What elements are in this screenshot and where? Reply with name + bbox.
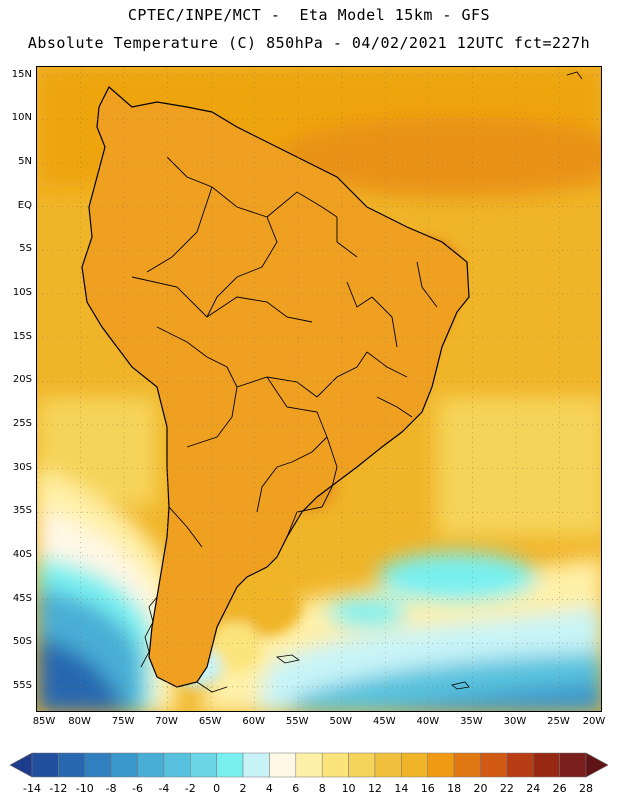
latitude-tick-label: 5S xyxy=(19,243,32,255)
latitude-tick-label: 20S xyxy=(12,374,32,386)
latitude-tick-label: 15S xyxy=(12,330,32,342)
country-borders xyxy=(131,156,438,548)
longitude-tick-label: 70W xyxy=(155,716,178,727)
colorbar-tick-label: 14 xyxy=(394,782,409,795)
colorbar-segment xyxy=(190,752,217,778)
colorbar-segment xyxy=(58,752,86,778)
latitude-tick-label: 10N xyxy=(11,112,32,124)
latitude-tick-label: 25S xyxy=(12,417,32,429)
latitude-tick-label: 10S xyxy=(12,286,32,298)
chart-title: CPTEC/INPE/MCT - Eta Model 15km - GFS xyxy=(127,6,491,24)
latitude-tick-label: 40S xyxy=(12,548,32,560)
colorbar-tick-label: -8 xyxy=(105,782,117,795)
colorbar-tick-label: -4 xyxy=(158,782,170,795)
colorbar-tick-label: 2 xyxy=(239,782,247,795)
colorbar-segment xyxy=(110,752,138,778)
colorbar-segment xyxy=(453,752,481,778)
colorbar-tick-label: -6 xyxy=(132,782,143,795)
latitude-tick-label: 55S xyxy=(12,679,32,691)
colorbar-tick-label: 6 xyxy=(292,782,300,795)
colorbar-segment xyxy=(137,752,165,778)
latitude-tick-label: 45S xyxy=(12,592,32,604)
colorbar-segment xyxy=(532,752,560,778)
chart-subtitle: Absolute Temperature (C) 850hPa - 04/02/… xyxy=(27,34,591,52)
longitude-tick-label: 80W xyxy=(68,716,91,727)
latitude-tick-label: 50S xyxy=(12,636,32,648)
colorbar-tick-label: 20 xyxy=(473,782,488,795)
temperature-map xyxy=(36,66,602,712)
colorbar-segment xyxy=(269,752,297,778)
latitude-tick-label: EQ xyxy=(17,199,32,211)
map-canvas xyxy=(37,67,601,711)
colorbar-tick-label: 0 xyxy=(213,782,221,795)
colorbar-tick-label: -14 xyxy=(23,782,41,795)
colorbar-segment xyxy=(374,752,402,778)
latitude-tick-label: 30S xyxy=(12,461,32,473)
longitude-tick-label: 25W xyxy=(547,716,570,727)
colorbar-segment xyxy=(295,752,323,778)
colorbar-tick-label: -12 xyxy=(49,782,68,795)
colorbar-segment xyxy=(216,752,244,778)
longitude-tick-label: 60W xyxy=(242,716,265,727)
colorbar-tick-label: -10 xyxy=(75,782,94,795)
colorbar-segment xyxy=(480,752,508,778)
colorbar-tick-label: 24 xyxy=(526,782,541,795)
latitude-tick-label: 35S xyxy=(12,505,32,517)
colorbar-tick-label: 22 xyxy=(499,782,514,795)
colorbar-segment xyxy=(163,752,191,778)
colorbar-tick-label: 28 xyxy=(579,782,593,795)
colorbar-segment xyxy=(559,752,587,778)
colorbar-tick-label: 10 xyxy=(341,782,356,795)
longitude-tick-label: 45W xyxy=(372,716,396,727)
colorbar-tick-label: 8 xyxy=(318,782,326,795)
longitude-tick-label: 20W xyxy=(582,716,606,727)
colorbar-segment xyxy=(31,752,59,778)
longitude-tick-label: 75W xyxy=(111,716,135,727)
colorbar-segment xyxy=(427,752,455,778)
colorbar-low-arrow xyxy=(10,752,33,778)
colorbar-segment xyxy=(84,752,112,778)
longitude-tick-label: 55W xyxy=(285,716,309,727)
latitude-tick-label: 5N xyxy=(18,156,32,168)
colorbar-segment xyxy=(401,752,428,778)
latitude-tick-label: 15N xyxy=(11,68,32,80)
colorbar-tick-label: 12 xyxy=(367,782,382,795)
colorbar-tick-label: 4 xyxy=(265,782,273,795)
longitude-tick-label: 50W xyxy=(329,716,353,727)
colorbar-tick-label: 18 xyxy=(447,782,462,795)
longitude-tick-label: 65W xyxy=(198,716,222,727)
colorbar-tick-label: -2 xyxy=(184,782,196,795)
colorbar-tick-label: 26 xyxy=(552,782,567,795)
longitude-tick-label: 35W xyxy=(460,716,483,727)
colorbar-segment xyxy=(242,752,270,778)
longitude-tick-label: 30W xyxy=(503,716,527,727)
colorbar-high-arrow xyxy=(585,752,608,778)
colorbar-segment xyxy=(321,752,349,778)
islands xyxy=(140,71,583,693)
warm-ocean-band xyxy=(37,67,601,537)
colorbar-segment xyxy=(348,752,376,778)
colorbar-tick-label: 16 xyxy=(420,782,435,795)
longitude-tick-label: 40W xyxy=(416,716,440,727)
colorbar xyxy=(10,752,608,778)
longitude-tick-label: 85W xyxy=(32,716,56,727)
colorbar-segment xyxy=(506,752,534,778)
